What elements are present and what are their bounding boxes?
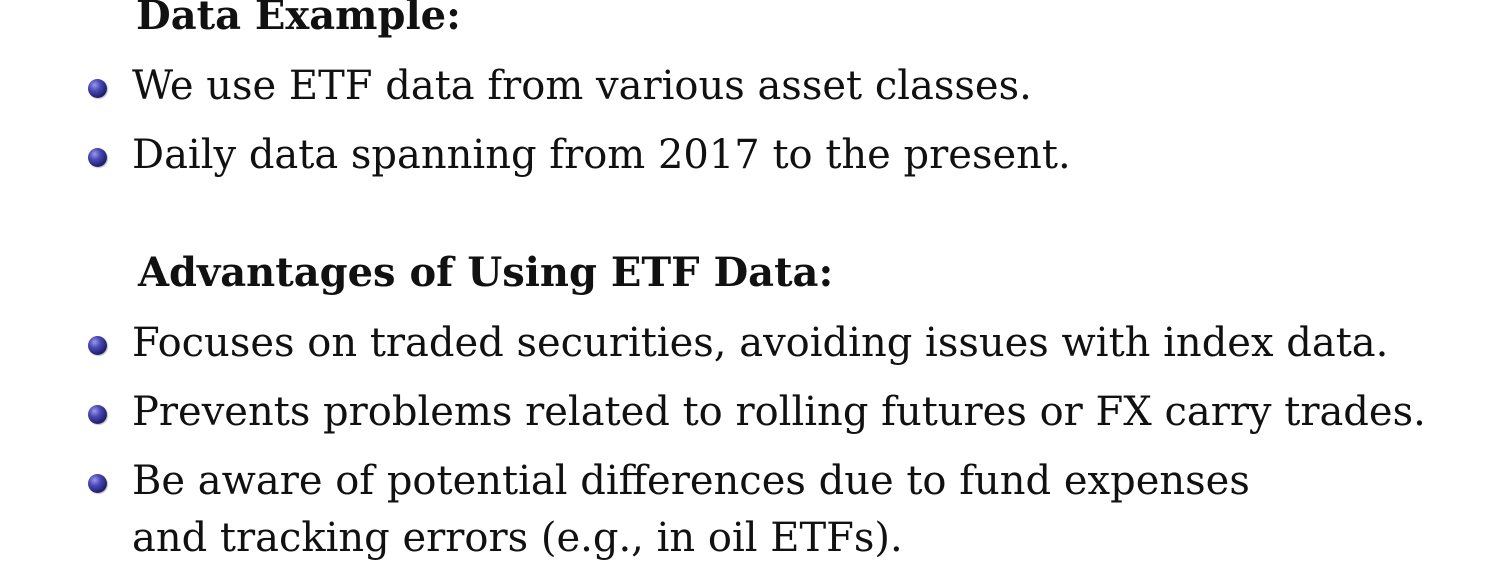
section-heading-advantages: Advantages of Using ETF Data: bbox=[138, 249, 834, 296]
bullet-icon bbox=[88, 79, 107, 98]
bullet-icon bbox=[88, 474, 107, 493]
bullet-text: We use ETF data from various asset class… bbox=[132, 63, 1032, 109]
bullet-text: Daily data spanning from 2017 to the pre… bbox=[132, 132, 1071, 178]
bullet-text: Be aware of potential differences due to… bbox=[132, 458, 1250, 561]
bullet-text: Prevents problems related to rolling fut… bbox=[132, 389, 1426, 435]
bullet-text: Focuses on traded securities, avoiding i… bbox=[132, 320, 1389, 366]
bullet-icon bbox=[88, 336, 107, 355]
bullet-icon bbox=[88, 405, 107, 424]
bullet-icon bbox=[88, 148, 107, 167]
section-heading-data-example: Data Example: bbox=[136, 0, 461, 39]
